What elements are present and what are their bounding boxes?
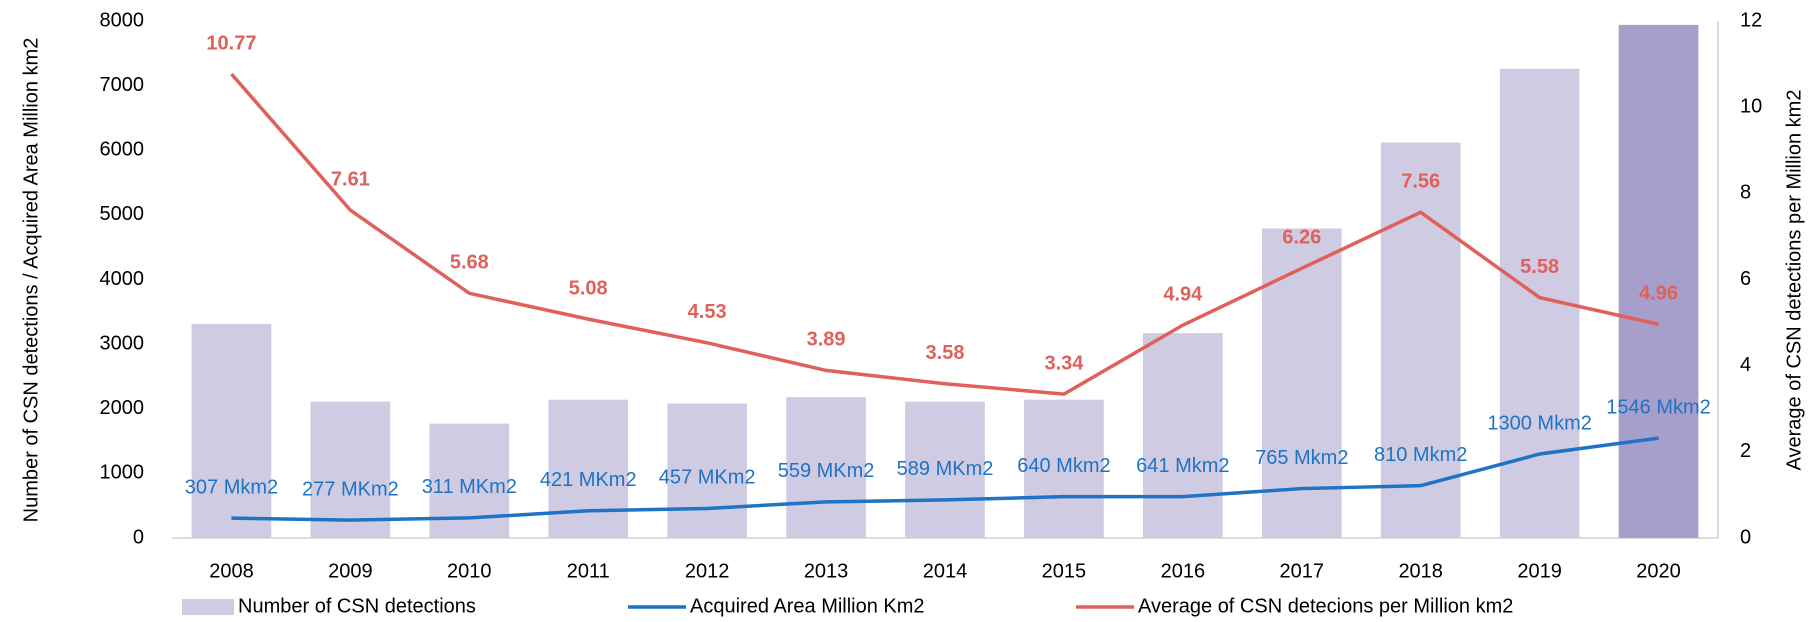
y2-tick-label: 10 — [1740, 95, 1762, 117]
x-tick-label: 2017 — [1280, 560, 1325, 582]
data-label: 10.77 — [206, 32, 256, 54]
data-label: 1300 Mkm2 — [1487, 412, 1592, 434]
data-label: 1546 Mkm2 — [1606, 396, 1711, 418]
line — [230, 72, 1659, 396]
x-tick-label: 2012 — [685, 560, 730, 582]
y-axis-label: Number of CSN detections / Acquired Area… — [20, 38, 42, 523]
legend-label: Acquired Area Million Km2 — [690, 595, 925, 617]
x-tick-label: 2013 — [804, 560, 849, 582]
legend-label: Average of CSN detecions per Million km2 — [1138, 595, 1513, 617]
data-label: 5.08 — [569, 277, 608, 299]
data-label: 457 MKm2 — [659, 467, 756, 489]
x-tick-label: 2009 — [328, 560, 373, 582]
data-label: 640 Mkm2 — [1017, 455, 1110, 477]
bar — [310, 401, 391, 538]
data-label: 641 Mkm2 — [1136, 455, 1229, 477]
data-label: 7.61 — [331, 168, 370, 190]
bar — [667, 403, 747, 538]
data-label: 4.94 — [1163, 283, 1203, 305]
bar — [1024, 399, 1104, 538]
data-label: 421 MKm2 — [540, 469, 637, 491]
x-tick-label: 2018 — [1398, 560, 1443, 582]
bar — [191, 324, 272, 538]
x-tick-label: 2008 — [209, 560, 254, 582]
x-tick-label: 2019 — [1517, 560, 1562, 582]
data-label: 311 MKm2 — [422, 476, 517, 498]
legend-swatch — [182, 599, 234, 615]
y-tick-label: 8000 — [100, 9, 145, 31]
data-label: 4.53 — [688, 301, 727, 323]
data-label: 307 Mkm2 — [185, 476, 278, 498]
y-tick-label: 1000 — [100, 462, 145, 484]
y2-tick-label: 6 — [1740, 268, 1751, 290]
x-tick-label: 2016 — [1161, 560, 1206, 582]
line — [231, 436, 1659, 522]
bar — [786, 397, 866, 538]
bar — [905, 401, 985, 538]
y-tick-label: 2000 — [100, 397, 145, 419]
x-tick-label: 2014 — [923, 560, 968, 582]
y2-tick-label: 12 — [1740, 9, 1762, 31]
y-tick-label: 7000 — [100, 74, 145, 96]
data-label: 4.96 — [1639, 283, 1678, 305]
data-label: 7.56 — [1401, 171, 1440, 193]
y-tick-label: 0 — [133, 526, 144, 548]
x-tick-label: 2015 — [1042, 560, 1087, 582]
data-label: 277 MKm2 — [302, 478, 399, 500]
data-label: 5.68 — [450, 252, 489, 274]
bar — [548, 399, 629, 538]
y2-tick-label: 2 — [1740, 440, 1751, 462]
y2-tick-label: 8 — [1740, 182, 1751, 204]
y-tick-label: 5000 — [100, 203, 145, 225]
x-tick-label: 2010 — [447, 560, 492, 582]
data-label: 3.89 — [807, 329, 846, 351]
data-label: 3.34 — [1044, 352, 1084, 374]
data-label: 559 MKm2 — [778, 460, 875, 482]
bar — [1143, 333, 1223, 538]
x-tick-label: 2011 — [567, 560, 610, 582]
data-label: 6.26 — [1282, 227, 1321, 249]
bar — [1380, 142, 1461, 538]
data-label: 3.58 — [926, 342, 965, 364]
data-label: 5.58 — [1520, 256, 1559, 278]
y-tick-label: 6000 — [100, 139, 145, 161]
data-label: 810 Mkm2 — [1374, 444, 1467, 466]
y2-tick-label: 4 — [1740, 354, 1751, 376]
y2-tick-label: 0 — [1740, 526, 1751, 548]
y-tick-label: 3000 — [100, 332, 145, 354]
x-tick-label: 2020 — [1636, 560, 1681, 582]
data-label: 589 MKm2 — [897, 458, 994, 480]
data-label: 765 Mkm2 — [1255, 447, 1348, 469]
legend-label: Number of CSN detections — [238, 595, 476, 617]
y-tick-label: 4000 — [100, 268, 145, 290]
bar — [1618, 24, 1699, 538]
y2-axis-label: Average of CSN detections per Million km… — [1783, 90, 1805, 471]
